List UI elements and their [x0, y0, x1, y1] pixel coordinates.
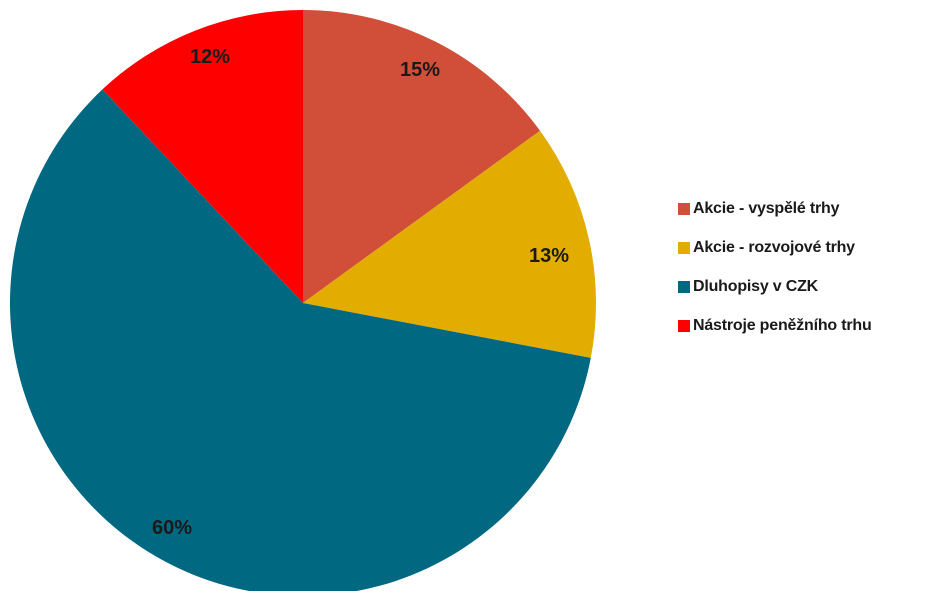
legend-swatch	[678, 320, 690, 332]
slice-value-label-akcie-rozvojove-trhy: 13%	[529, 245, 569, 267]
legend-item-nastroje-penezniho-trhu: Nástroje peněžního trhu	[678, 316, 872, 336]
slice-value-label-dluhopisy-v-czk: 60%	[152, 517, 192, 539]
pie-slice-labels: 15% 13% 60% 12%	[152, 46, 569, 539]
legend-item-akcie-vyspele-trhy: Akcie - vyspělé trhy	[678, 199, 872, 219]
legend-swatch	[678, 242, 690, 254]
legend-label: Dluhopisy v CZK	[693, 278, 819, 295]
pie-slice-akcie-vyspele-trhy	[303, 10, 541, 303]
legend-label: Akcie - vyspělé trhy	[693, 200, 840, 217]
legend-swatch	[678, 203, 690, 215]
legend-item-akcie-rozvojove-trhy: Akcie - rozvojové trhy	[678, 238, 872, 258]
chart-legend: Akcie - vyspělé trhy Akcie - rozvojové t…	[678, 199, 872, 355]
legend-item-dluhopisy-v-czk: Dluhopisy v CZK	[678, 277, 872, 297]
legend-label: Nástroje peněžního trhu	[693, 317, 872, 334]
pie-slice-nastroje-penezniho-trhu	[102, 10, 304, 303]
legend-label: Akcie - rozvojové trhy	[693, 239, 855, 256]
pie-slice-dluhopisy-v-czk	[10, 89, 591, 591]
pie-slices	[10, 10, 596, 591]
slice-value-label-akcie-vyspele-trhy: 15%	[400, 59, 440, 81]
slice-value-label-nastroje-penezniho-trhu: 12%	[190, 46, 230, 68]
pie-slice-akcie-rozvojove-trhy	[303, 130, 596, 358]
legend-swatch	[678, 281, 690, 293]
